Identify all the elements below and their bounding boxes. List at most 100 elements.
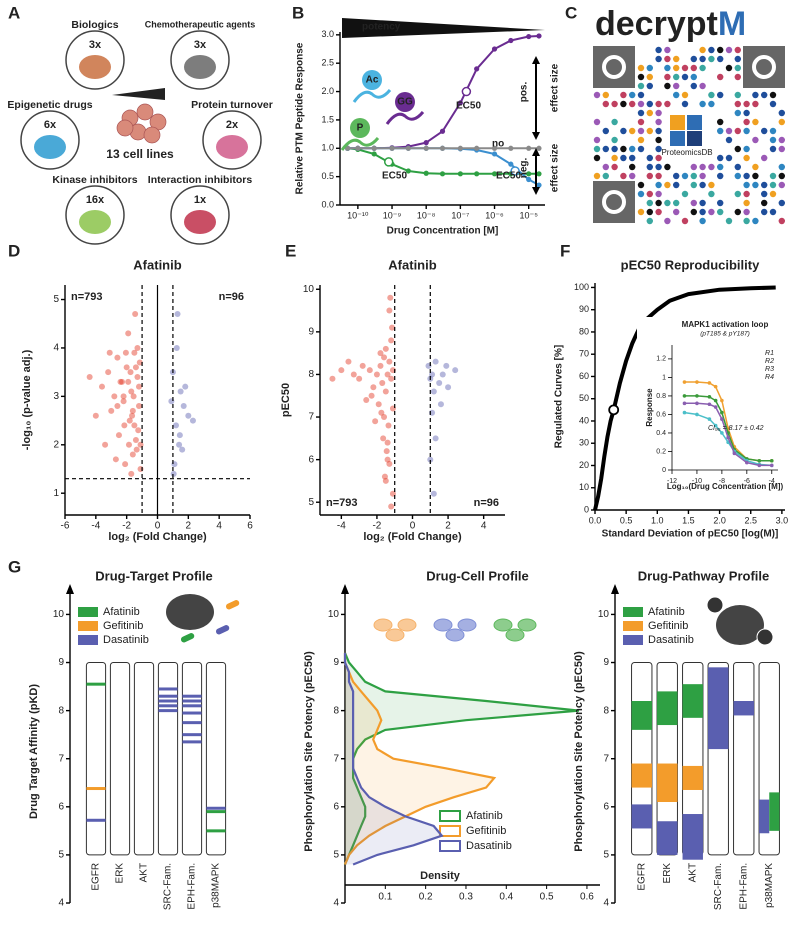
pattern-dot [769,136,777,144]
point [384,456,391,463]
pattern-dot [681,100,689,108]
cell-icon [143,126,161,144]
pattern-dot [734,55,741,63]
point [128,470,135,477]
legend-label: Dasatinib [103,634,149,646]
pattern-dot [752,100,759,108]
panel-label: A [8,3,20,22]
affinity-line [158,704,178,708]
point [536,182,542,188]
point [174,311,181,318]
category-icon [184,55,216,79]
y-tick-label: 40 [579,415,589,425]
pattern-dot [743,145,750,153]
pattern-dot [699,181,706,189]
pattern-dot [629,127,636,135]
corner-square [593,46,635,88]
point [757,463,762,468]
point [707,395,712,399]
y-tick-label: 0.5 [321,171,334,181]
y-axis-label: Response [645,388,654,427]
y-tick-label: 30 [579,438,589,448]
pattern-dot [664,100,671,108]
pattern-dot [690,208,697,216]
pattern-dot [620,100,627,108]
point [382,345,389,352]
pattern-dot [664,163,671,171]
legend-swatch [623,635,643,645]
range-bar [657,763,678,802]
pattern-dot [699,55,706,63]
y-tick-label: 0.2 [656,448,666,455]
x-tick-label: -4 [769,478,775,485]
point [439,371,446,378]
pattern-dot [752,217,759,225]
point [439,128,446,134]
y-tick-label: 10 [53,609,65,620]
axis-arrow [341,584,349,594]
point [121,422,128,429]
x-tick-label: -4 [337,521,346,532]
pattern-dot [743,181,750,189]
point [379,379,386,386]
ptm-chain [340,137,380,151]
series-label: n=96 [474,497,499,509]
pattern-dot [690,82,697,90]
point [387,294,394,301]
panel-label: B [292,3,304,22]
point [106,349,113,356]
point [381,354,388,361]
point [131,422,138,429]
x-tick-label: -6 [61,521,70,532]
pattern-dot [611,154,618,162]
pattern-dot [743,127,750,135]
x-axis-label: Density [420,870,461,882]
point [432,435,439,442]
x-tick-label: 10⁻⁷ [451,210,469,220]
series-label: n=793 [71,291,103,303]
pattern-dot [717,55,724,63]
y-tick-label: 2.0 [321,86,334,96]
legend-swatch [78,621,98,631]
pattern-dot [690,55,697,63]
affinity-line [182,711,202,715]
point [108,407,115,414]
pattern-dot [637,208,645,216]
corner-square [593,181,635,223]
pattern-dot [646,109,653,117]
pattern-dot [734,127,741,135]
y-tick-label: 8 [58,705,64,716]
pattern-dot [708,181,715,189]
point [439,171,446,177]
point [745,460,749,465]
annotation: potency [362,22,401,33]
legend-label: R3 [765,366,774,373]
point [136,383,142,390]
cell-icon [433,618,453,632]
point [126,417,133,424]
pattern-dot [699,100,706,108]
range-bar [631,701,652,730]
y-tick-label: 1 [53,488,59,499]
pattern-dot [734,73,741,81]
point [182,383,189,390]
pattern-dot [637,136,645,144]
category-label: AKT [139,863,150,882]
point [189,417,196,424]
pattern-dot [699,172,706,180]
pattern-dot [637,118,645,126]
pattern-dot [699,64,706,72]
pattern-dot [620,127,627,135]
y-tick-label: 0 [584,504,589,514]
point [112,456,119,463]
y-tick-label: 0.0 [321,199,334,209]
category-name: Interaction inhibitors [148,174,253,186]
pattern-dot [769,172,777,180]
point [474,66,480,72]
y-tick-label: 7 [308,412,314,423]
ptm-icon [350,118,370,138]
y-tick-label: 4 [333,898,339,909]
category-label: p38MAPK [764,863,775,908]
affinity-line [182,721,202,725]
ec50-marker [383,157,394,167]
